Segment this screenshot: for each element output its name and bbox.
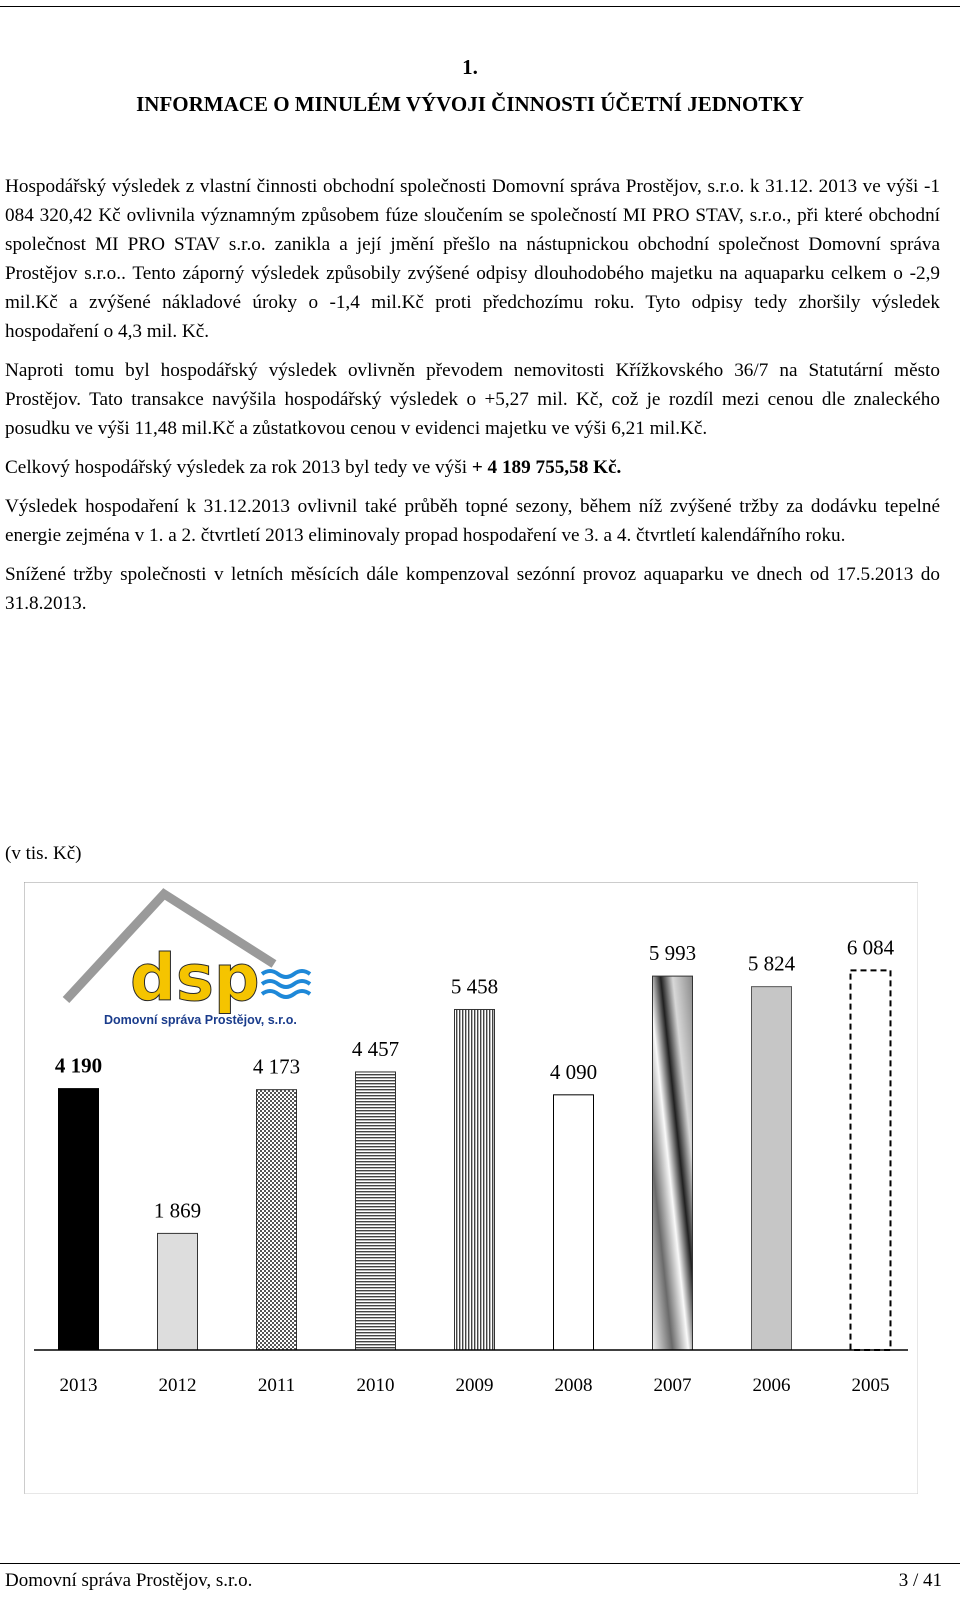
category-label-2007: 2007 (654, 1375, 692, 1396)
category-label-2008: 2008 (555, 1375, 593, 1396)
footer-page-number: 3 / 41 (898, 1570, 942, 1591)
category-label-2012: 2012 (159, 1375, 197, 1396)
section-number: 1. (462, 55, 478, 79)
bar-2008 (553, 1094, 594, 1351)
document-body: Hospodářský výsledek z vlastní činnosti … (5, 172, 940, 628)
value-label-2010: 4 457 (352, 1037, 399, 1061)
value-label-2008: 4 090 (550, 1060, 597, 1084)
chart-unit-label: (v tis. Kč) (5, 843, 82, 864)
footer-rule (0, 1563, 960, 1564)
bar-chart: dsp Domovní správa Prostějov, s.r.o. 4 1… (23, 881, 919, 1495)
bar-2006 (751, 986, 792, 1351)
footer-company: Domovní správa Prostějov, s.r.o. (5, 1570, 253, 1591)
bar-2013 (58, 1088, 99, 1351)
bar-2009 (454, 1008, 495, 1351)
value-label-2011: 4 173 (253, 1055, 300, 1079)
bar-2011 (256, 1089, 297, 1351)
chart-bars (58, 969, 892, 1352)
paragraph-2: Naproti tomu byl hospodářský výsledek ov… (5, 360, 940, 439)
top-rule (0, 6, 960, 7)
bar-2012 (157, 1232, 198, 1351)
chart-value-labels: 4 190 1 869 4 173 4 457 5 458 4 090 5 993 5 824… (55, 935, 895, 1222)
value-label-2013: 4 190 (55, 1054, 102, 1078)
paragraph-3-text: Celkový hospodářský výsledek za rok 2013… (5, 457, 472, 478)
value-label-2006: 5 824 (748, 952, 796, 976)
value-label-2007: 5 993 (649, 941, 696, 965)
paragraph-1: Hospodářský výsledek z vlastní činnosti … (5, 176, 940, 342)
logo-wave-icon (260, 979, 312, 989)
bar-2005 (849, 969, 892, 1352)
category-label-2006: 2006 (753, 1375, 791, 1396)
value-label-2012: 1 869 (154, 1198, 201, 1222)
category-label-2005: 2005 (852, 1375, 890, 1396)
company-logo: dsp Domovní správa Prostějov, s.r.o. (62, 888, 312, 1027)
logo-wave-icon (260, 969, 312, 979)
category-label-2011: 2011 (258, 1375, 295, 1396)
total-result: + 4 189 755,58 Kč. (471, 457, 622, 478)
logo-caption: Domovní správa Prostějov, s.r.o. (104, 1013, 297, 1027)
value-label-2009: 5 458 (451, 974, 498, 998)
logo-wordmark: dsp (130, 942, 260, 1016)
paragraph-3: Celkový hospodářský výsledek za rok 2013… (5, 453, 940, 482)
bar-2010 (355, 1071, 396, 1351)
category-label-2010: 2010 (357, 1375, 395, 1396)
logo-wave-icon (260, 989, 312, 999)
logo-roof-icon (62, 888, 277, 1004)
category-label-2009: 2009 (456, 1375, 494, 1396)
paragraph-5: Snížené tržby společnosti v letních měsí… (5, 564, 940, 614)
chart-category-labels: 2013 2012 2011 2010 2009 2008 2007 2006 2005 (60, 1375, 890, 1396)
value-label-2005: 6 084 (847, 935, 895, 959)
paragraph-4: Výsledek hospodaření k 31.12.2013 ovlivn… (5, 496, 940, 546)
section-title: INFORMACE O MINULÉM VÝVOJI ČINNOSTI ÚČET… (136, 92, 804, 116)
chart-svg: dsp Domovní správa Prostějov, s.r.o. 4 1… (23, 881, 919, 1495)
category-label-2013: 2013 (60, 1375, 98, 1396)
bar-2007 (652, 975, 693, 1351)
